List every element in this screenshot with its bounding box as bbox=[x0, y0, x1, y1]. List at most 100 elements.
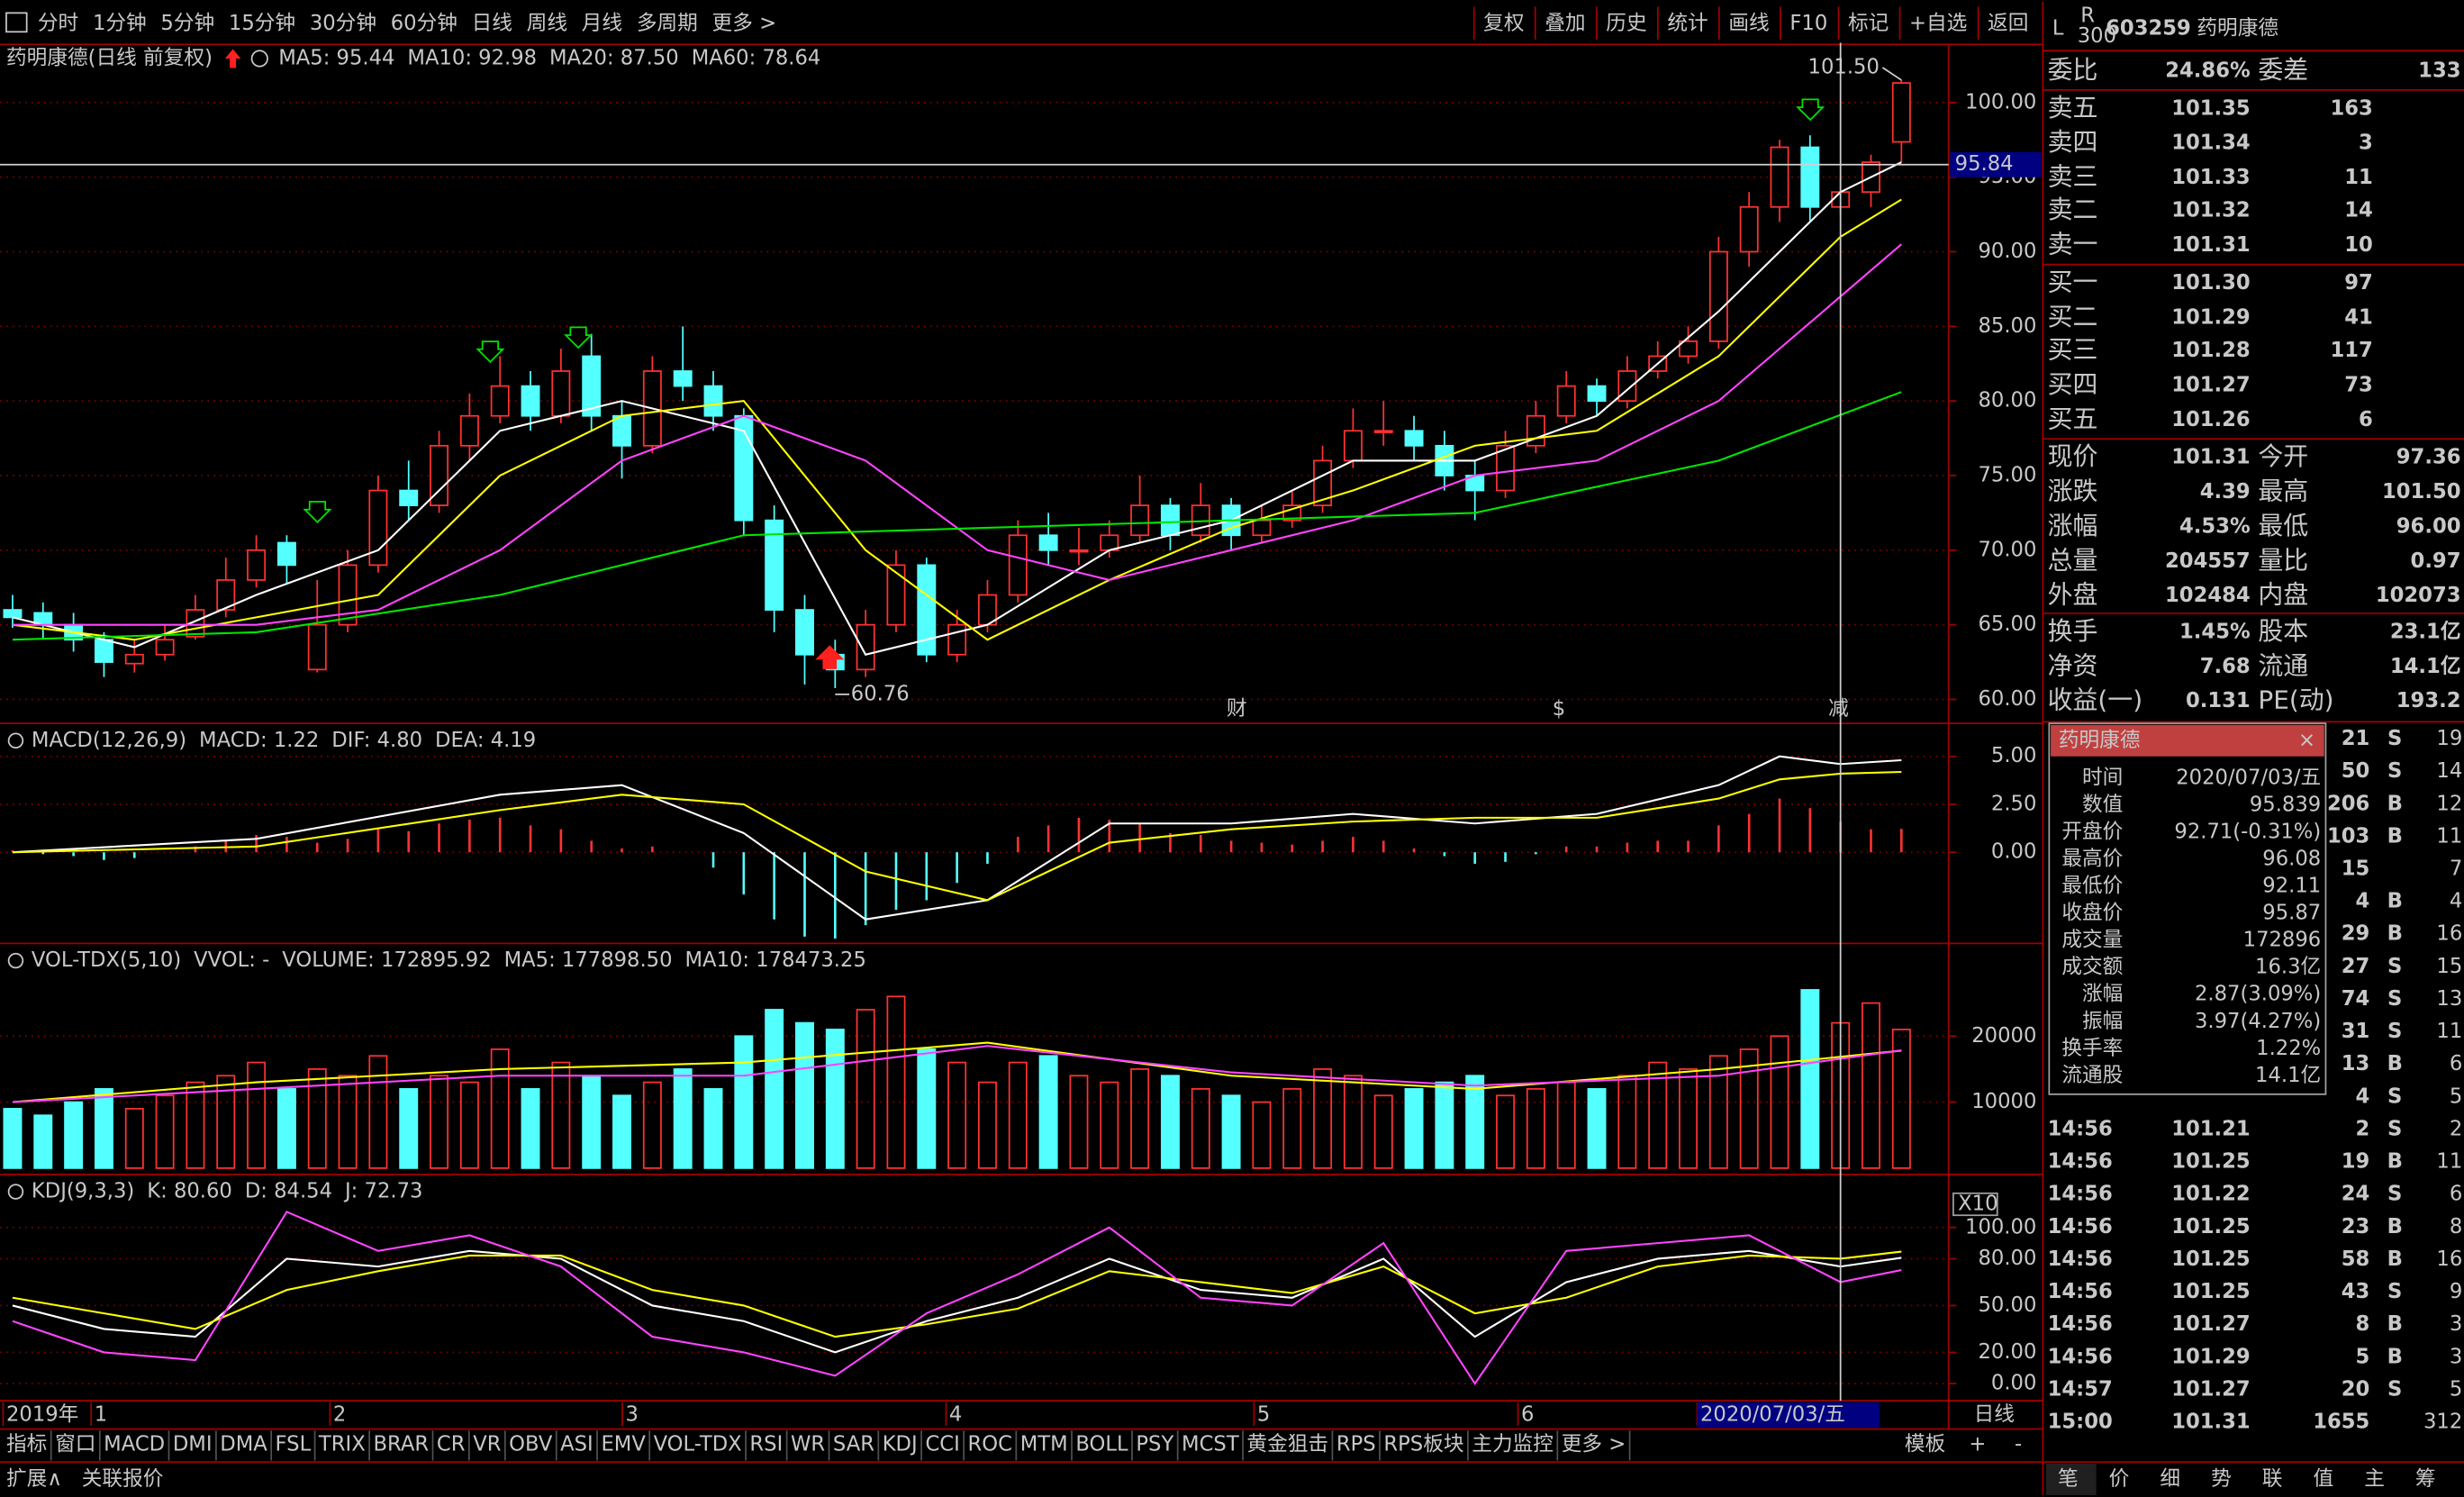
action-button[interactable]: 返回 bbox=[1988, 12, 2028, 35]
side-tab[interactable]: 价 bbox=[2109, 1467, 2130, 1491]
date-label: 6 bbox=[1521, 1402, 1534, 1426]
side-tab[interactable]: 主 bbox=[2364, 1467, 2385, 1491]
indicator-tab[interactable]: EMV bbox=[601, 1432, 646, 1456]
volume-bar bbox=[186, 1081, 205, 1169]
period-tab[interactable]: 多周期 bbox=[637, 12, 698, 35]
indicator-tab[interactable]: OBV bbox=[509, 1432, 553, 1456]
indicator-tab[interactable]: VOL-TDX bbox=[654, 1432, 742, 1456]
side-tab[interactable]: 细 bbox=[2160, 1467, 2180, 1491]
tool-button[interactable]: 模板 bbox=[1905, 1432, 1945, 1456]
indicator-tab[interactable]: ASI bbox=[560, 1432, 593, 1456]
indicator-tab[interactable]: TRIX bbox=[318, 1432, 366, 1456]
popup-label: 成交额 bbox=[2061, 956, 2123, 979]
collapse-icon[interactable] bbox=[7, 1184, 24, 1200]
trade-volume: 20 bbox=[2342, 1377, 2370, 1401]
indicator-tab[interactable]: 主力监控 bbox=[1472, 1432, 1554, 1456]
indicator-tab[interactable]: SAR bbox=[833, 1432, 874, 1456]
period-tab[interactable]: 60分钟 bbox=[391, 12, 457, 35]
action-button[interactable]: 统计 bbox=[1667, 12, 1708, 35]
popup-label: 振幅 bbox=[2082, 1010, 2123, 1033]
date-highlight bbox=[1697, 1402, 1880, 1428]
collapse-icon[interactable] bbox=[7, 952, 24, 969]
indicator-tab[interactable]: 指标 bbox=[6, 1432, 47, 1456]
side-tab[interactable]: 势 bbox=[2211, 1467, 2232, 1491]
period-tab[interactable]: 日线 bbox=[472, 12, 512, 35]
action-button[interactable]: 历史 bbox=[1606, 12, 1646, 35]
action-button[interactable]: 标记 bbox=[1848, 12, 1889, 35]
indicator-tab[interactable]: RPS板块 bbox=[1383, 1432, 1463, 1456]
indicator-tab[interactable]: BOLL bbox=[1075, 1432, 1128, 1456]
volume-bar bbox=[368, 1055, 388, 1169]
indicator-tab[interactable]: RSI bbox=[749, 1432, 783, 1456]
indicator-tab[interactable]: 窗口 bbox=[55, 1432, 95, 1456]
quote-value: 101.50 bbox=[2382, 480, 2461, 504]
action-button[interactable]: F10 bbox=[1789, 12, 1827, 35]
menu-icon[interactable] bbox=[5, 12, 28, 33]
indicator-tab[interactable]: RPS bbox=[1336, 1432, 1376, 1456]
indicator-tab[interactable]: 更多 > bbox=[1562, 1432, 1626, 1456]
period-tab[interactable]: 1分钟 bbox=[93, 12, 147, 35]
volume-bar bbox=[124, 1108, 144, 1169]
popup-close[interactable]: × bbox=[2298, 729, 2315, 752]
legend-entry: MA5: 95.44 bbox=[278, 46, 394, 69]
period-tab[interactable]: 更多 > bbox=[712, 12, 777, 35]
indicator-tab[interactable]: CCI bbox=[925, 1432, 959, 1456]
event-marker[interactable]: $ bbox=[1553, 697, 1565, 721]
trade-side: B bbox=[2387, 1312, 2403, 1336]
side-tab[interactable]: 筹 bbox=[2415, 1467, 2436, 1491]
indicator-tab[interactable]: WR bbox=[791, 1432, 825, 1456]
period-tab[interactable]: 月线 bbox=[582, 12, 622, 35]
period-tab[interactable]: 5分钟 bbox=[160, 12, 214, 35]
collapse-icon[interactable] bbox=[7, 732, 24, 748]
candle-body bbox=[368, 489, 388, 567]
popup-label: 最低价 bbox=[2061, 875, 2123, 898]
quote-label: PE(动) bbox=[2258, 685, 2333, 715]
action-button[interactable]: 叠加 bbox=[1545, 12, 1585, 35]
trade-side: S bbox=[2387, 1377, 2402, 1401]
tool-button[interactable]: - bbox=[2015, 1432, 2022, 1456]
period-tab[interactable]: 15分钟 bbox=[229, 12, 295, 35]
period-tab[interactable]: 分时 bbox=[38, 12, 78, 35]
indicator-tab[interactable]: CR bbox=[437, 1432, 466, 1456]
side-tab[interactable]: 值 bbox=[2313, 1467, 2333, 1491]
popup-value: 14.1亿 bbox=[2255, 1064, 2321, 1087]
indicator-tab[interactable]: BRAR bbox=[373, 1432, 429, 1456]
action-button[interactable]: 复权 bbox=[1483, 12, 1524, 35]
indicator-tab[interactable]: ROC bbox=[968, 1432, 1012, 1456]
indicator-tab[interactable]: MACD bbox=[104, 1432, 165, 1456]
volume-bar bbox=[64, 1101, 84, 1169]
indicator-tab[interactable]: DMI bbox=[173, 1432, 213, 1456]
period-tab[interactable]: 周线 bbox=[527, 12, 567, 35]
trade-side: S bbox=[2387, 1117, 2402, 1140]
quote-value: 204557 bbox=[2165, 549, 2251, 573]
indicator-tab[interactable]: VR bbox=[473, 1432, 502, 1456]
footer-tab[interactable]: 关联报价 bbox=[82, 1467, 164, 1491]
event-marker[interactable]: 减 bbox=[1828, 697, 1849, 721]
signal-arrow bbox=[564, 326, 593, 349]
indicator-tab[interactable]: 黄金狙击 bbox=[1246, 1432, 1328, 1456]
indicator-tab[interactable]: FSL bbox=[276, 1432, 312, 1456]
trade-side: S bbox=[2387, 987, 2402, 1011]
settings-icon[interactable] bbox=[250, 50, 268, 68]
indicator-tab[interactable]: MCST bbox=[1182, 1432, 1239, 1456]
trade-price: 101.25 bbox=[2171, 1280, 2251, 1303]
indicator-tab[interactable]: MTM bbox=[1020, 1432, 1068, 1456]
indicator-tab[interactable]: PSY bbox=[1136, 1432, 1173, 1456]
indicator-tab[interactable]: KDJ bbox=[883, 1432, 918, 1456]
candle-body bbox=[1617, 370, 1637, 403]
side-tab[interactable]: 联 bbox=[2262, 1467, 2283, 1491]
action-button[interactable]: +自选 bbox=[1909, 12, 1967, 35]
trade-time: 14:56 bbox=[2048, 1312, 2113, 1336]
trade-side: B bbox=[2387, 1150, 2403, 1174]
quote-label: 涨幅 bbox=[2048, 511, 2098, 540]
indicator-tab[interactable]: DMA bbox=[220, 1432, 267, 1456]
footer-tab[interactable]: 扩展∧ bbox=[6, 1467, 62, 1491]
period-tab[interactable]: 30分钟 bbox=[310, 12, 376, 35]
tool-button[interactable]: + bbox=[1969, 1432, 1986, 1456]
side-tab[interactable]: 笔 bbox=[2058, 1467, 2079, 1491]
action-button[interactable]: 画线 bbox=[1728, 12, 1769, 35]
crosshair-label: 95.84 bbox=[1955, 152, 2014, 176]
event-marker[interactable]: 财 bbox=[1227, 697, 1247, 721]
book-label: 卖三 bbox=[2048, 162, 2098, 192]
